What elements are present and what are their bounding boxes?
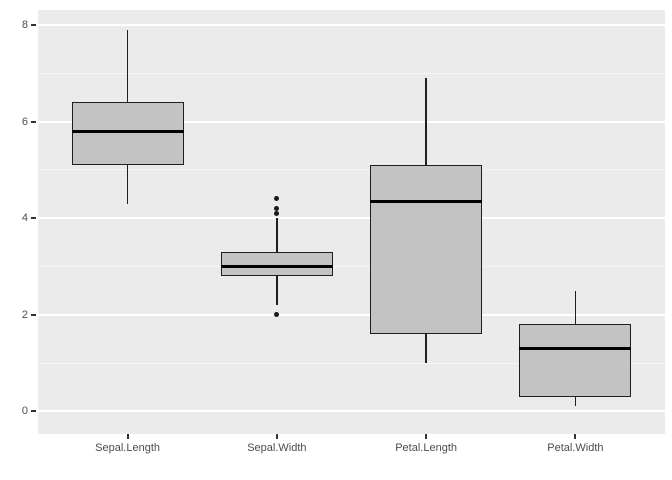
x-tick-label: Sepal.Length	[95, 442, 161, 454]
x-tick-mark	[126, 434, 129, 439]
outlier-point	[274, 312, 280, 318]
median-line	[519, 347, 632, 351]
y-tick-label: 0	[21, 405, 28, 418]
upper-whisker	[574, 290, 577, 325]
y-tick-mark	[31, 120, 36, 123]
gridline-major	[38, 120, 665, 123]
upper-whisker	[126, 29, 129, 103]
gridline-minor	[38, 169, 665, 171]
median-line	[71, 129, 184, 133]
lower-whisker	[126, 165, 129, 204]
y-tick-mark	[31, 410, 36, 413]
x-tick-label: Petal.Width	[547, 442, 604, 454]
x-tick-label: Petal.Length	[395, 442, 457, 454]
outlier-point	[274, 196, 280, 202]
outlier-point	[274, 205, 280, 211]
y-tick-label: 8	[21, 18, 28, 31]
lower-whisker	[425, 334, 427, 363]
y-tick-mark	[31, 217, 36, 220]
gridline-minor	[38, 265, 665, 267]
x-tick-label: Sepal.Width	[247, 442, 307, 454]
upper-whisker	[276, 218, 278, 252]
gridline-major	[38, 23, 665, 26]
iqr-box	[71, 102, 184, 165]
y-tick-label: 2	[21, 308, 28, 321]
iqr-box	[220, 251, 333, 277]
x-tick-mark	[574, 434, 577, 439]
median-line	[370, 199, 483, 203]
gridline-major	[38, 313, 665, 316]
y-tick-mark	[31, 313, 36, 316]
lower-whisker	[276, 276, 278, 306]
y-tick-label: 6	[21, 115, 28, 128]
outlier-point	[274, 210, 280, 216]
median-line	[220, 264, 333, 268]
plot-panel	[38, 10, 665, 434]
x-tick-mark	[425, 434, 428, 439]
iqr-box	[519, 324, 632, 397]
gridline-minor	[38, 72, 665, 74]
x-tick-mark	[275, 434, 278, 439]
gridline-minor	[38, 362, 665, 364]
gridline-major	[38, 217, 665, 220]
y-tick-mark	[31, 23, 36, 26]
y-tick-label: 4	[21, 212, 28, 225]
iqr-box	[370, 165, 483, 335]
gridline-major	[38, 410, 665, 413]
upper-whisker	[425, 78, 427, 165]
lower-whisker	[574, 396, 577, 407]
